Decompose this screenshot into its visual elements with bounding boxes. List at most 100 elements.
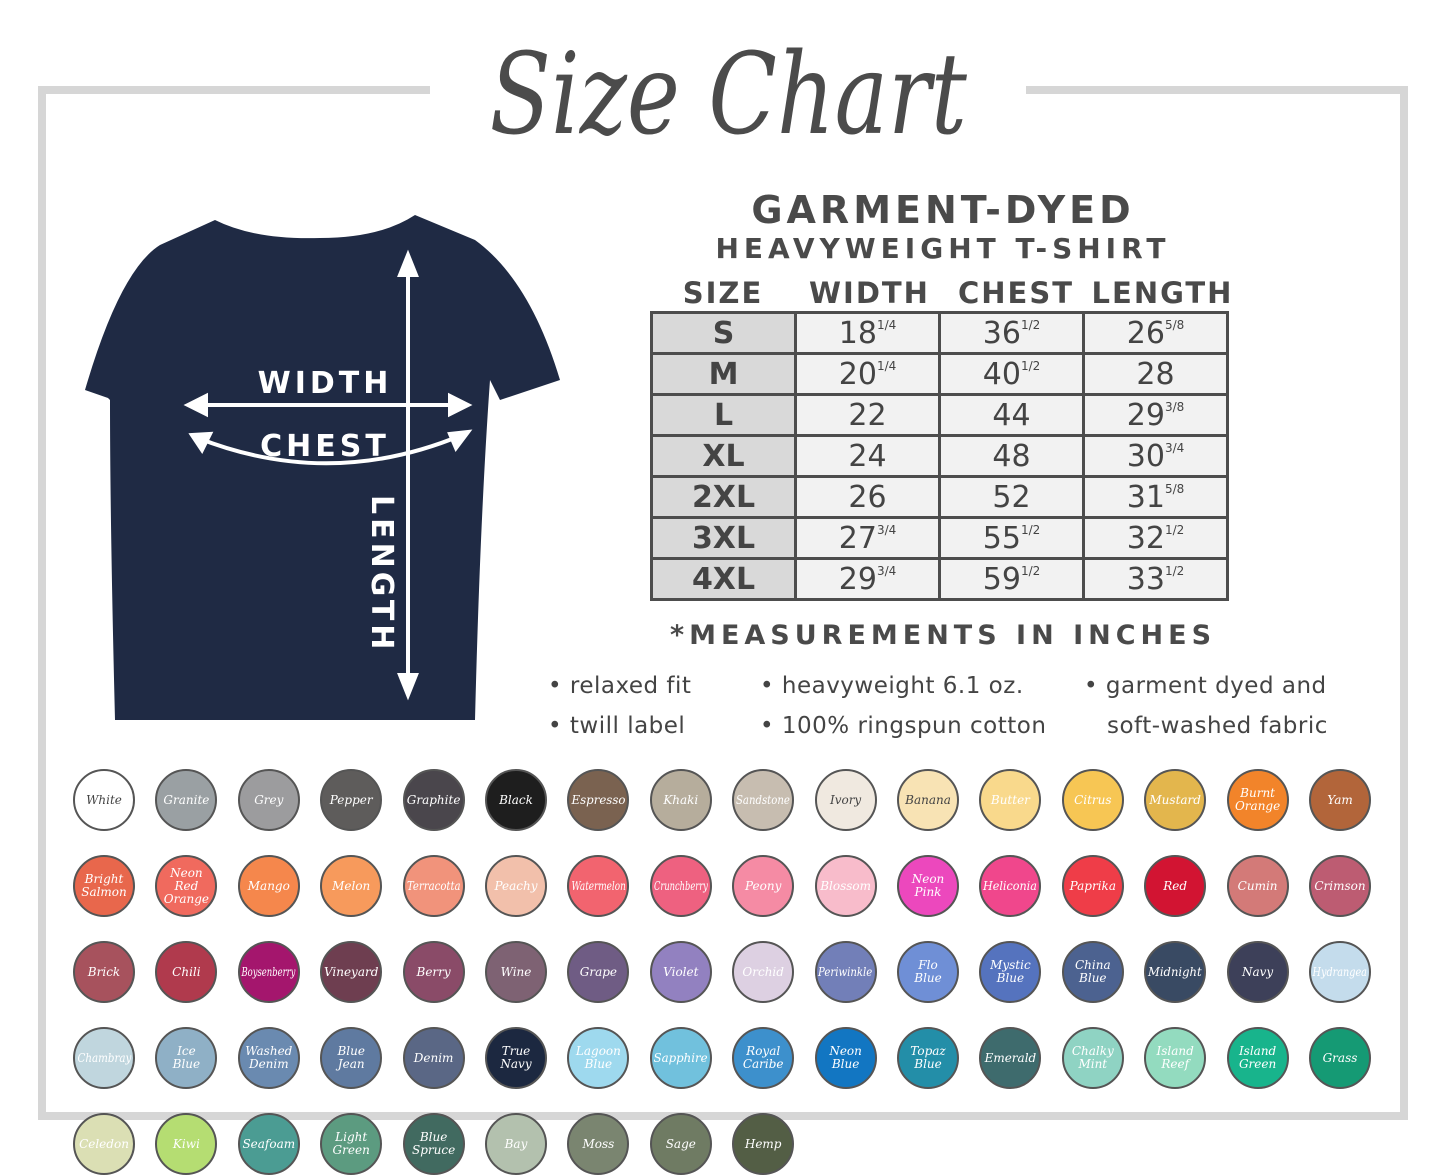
color-swatch: Peony: [732, 855, 795, 917]
garment-subtitle: HEAVYWEIGHT T-SHIRT: [715, 232, 1171, 265]
page-title-wrap: Size Chart: [330, 10, 1126, 180]
swatch-label: Peony: [745, 878, 782, 893]
size-cell: 3XL: [650, 516, 797, 560]
width-cell: 26: [794, 475, 941, 519]
whole-value: 27: [838, 520, 877, 556]
color-swatch: Kiwi: [155, 1113, 218, 1175]
swatch-label: Flo Blue: [914, 958, 942, 985]
whole-value: 32: [1126, 520, 1165, 556]
swatch-label: Royal Caribe: [742, 1044, 784, 1071]
swatch-label: True Navy: [500, 1044, 532, 1071]
color-swatch: Mystic Blue: [979, 941, 1042, 1003]
size-cell: M: [650, 352, 797, 396]
whole-value: 30: [1126, 438, 1165, 474]
swatch-label: Granite: [163, 792, 210, 807]
swatch-label: Midnight: [1148, 964, 1202, 979]
fraction-value: 1/4: [876, 317, 897, 332]
width-cell: 24: [794, 434, 941, 478]
swatch-label: Sage: [665, 1136, 696, 1151]
feature: • relaxed fit: [548, 673, 692, 699]
color-swatch: White: [73, 769, 135, 831]
feature: soft-washed fabric: [1107, 713, 1328, 739]
swatch-label: Mustard: [1149, 792, 1201, 807]
color-swatch: Light Green: [320, 1113, 383, 1175]
swatch-label: Cumin: [1237, 878, 1278, 893]
swatch-label: Burnt Orange: [1234, 786, 1281, 813]
color-swatch: Pepper: [320, 769, 383, 831]
swatch-label: Mango: [247, 878, 290, 893]
width-label: WIDTH: [258, 366, 393, 401]
swatch-label: Blossom: [820, 878, 871, 893]
color-swatch: Lagoon Blue: [567, 1027, 630, 1089]
swatch-label: Mystic Blue: [990, 958, 1031, 985]
swatch-label: Blue Jean: [337, 1044, 365, 1071]
whole-value: 29: [1126, 397, 1165, 433]
swatch-label: Periwinkle: [818, 964, 873, 979]
column-header: WIDTH: [809, 276, 930, 310]
swatch-label: Watermelon: [571, 878, 626, 893]
swatch-label: Khaki: [663, 792, 699, 807]
color-swatch: Bright Salmon: [73, 855, 135, 917]
length-cell: 315/8: [1082, 475, 1229, 519]
whole-value: 24: [848, 438, 887, 474]
table-row: 2XL 26 52 315/8: [650, 475, 1229, 519]
swatch-label: Graphite: [406, 792, 461, 807]
chest-label: CHEST: [260, 429, 390, 464]
color-swatch: Hydrangea: [1309, 941, 1371, 1003]
color-swatch: Yam: [1309, 769, 1371, 831]
color-swatch: Khaki: [649, 769, 712, 831]
color-swatch: Vineyard: [320, 941, 383, 1003]
color-swatch: Ivory: [814, 769, 877, 831]
whole-value: 22: [848, 397, 887, 433]
swatch-label: Banana: [905, 792, 951, 807]
table-row: 4XL 293/4 591/2 331/2: [650, 557, 1229, 601]
color-swatch: Orchid: [732, 941, 795, 1003]
fraction-value: 1/2: [1020, 317, 1041, 332]
swatch-label: Heliconia: [983, 878, 1038, 893]
chest-cell: 48: [938, 434, 1085, 478]
width-cell: 201/4: [794, 352, 941, 396]
length-cell: 28: [1082, 352, 1229, 396]
feature: • heavyweight 6.1 oz.: [760, 673, 1024, 699]
whole-value: 29: [838, 561, 877, 597]
whole-value: 31: [1126, 479, 1165, 515]
fraction-value: 3/4: [876, 563, 897, 578]
swatch-label: Lagoon Blue: [575, 1044, 621, 1071]
color-swatch: Melon: [320, 855, 383, 917]
whole-value: 55: [982, 520, 1021, 556]
color-swatch: Black: [485, 769, 547, 831]
column-header: SIZE: [682, 276, 764, 310]
width-cell: 181/4: [794, 311, 941, 355]
color-swatch: Grass: [1309, 1027, 1371, 1089]
swatch-label: Ice Blue: [172, 1044, 201, 1071]
length-cell: 293/8: [1082, 393, 1229, 437]
width-cell: 22: [794, 393, 941, 437]
whole-value: 18: [838, 315, 877, 351]
swatch-label: Grey: [254, 792, 284, 807]
swatch-label: Neon Red Orange: [163, 865, 210, 906]
table-row: 3XL 273/4 551/2 321/2: [650, 516, 1229, 560]
color-swatch: Topaz Blue: [897, 1027, 959, 1089]
swatch-label: Hemp: [744, 1136, 782, 1151]
chest-cell: 591/2: [938, 557, 1085, 601]
swatch-label: Crimson: [1314, 878, 1366, 893]
swatch-label: Navy: [1241, 964, 1274, 979]
chest-cell: 551/2: [938, 516, 1085, 560]
swatch-label: Island Reef: [1156, 1044, 1194, 1071]
fraction-value: 3/8: [1164, 399, 1185, 414]
swatch-label: Citrus: [1074, 792, 1112, 807]
swatch-label: Paprika: [1069, 878, 1116, 893]
swatch-label: Kiwi: [172, 1136, 200, 1151]
color-swatch: Island Green: [1226, 1027, 1289, 1089]
swatch-label: Peachy: [494, 878, 538, 893]
color-swatch: Neon Pink: [897, 855, 959, 917]
measurement-note: *MEASUREMENTS IN INCHES: [669, 620, 1217, 651]
fraction-value: 1/2: [1164, 522, 1185, 537]
color-swatch: Brick: [73, 941, 135, 1003]
swatch-label: Brick: [87, 964, 121, 979]
color-swatch: Chili: [155, 941, 218, 1003]
color-swatch: Navy: [1226, 941, 1289, 1003]
color-swatch: Watermelon: [567, 855, 630, 917]
fraction-value: 1/2: [1020, 522, 1041, 537]
table-row: S 181/4 361/2 265/8: [650, 311, 1229, 355]
